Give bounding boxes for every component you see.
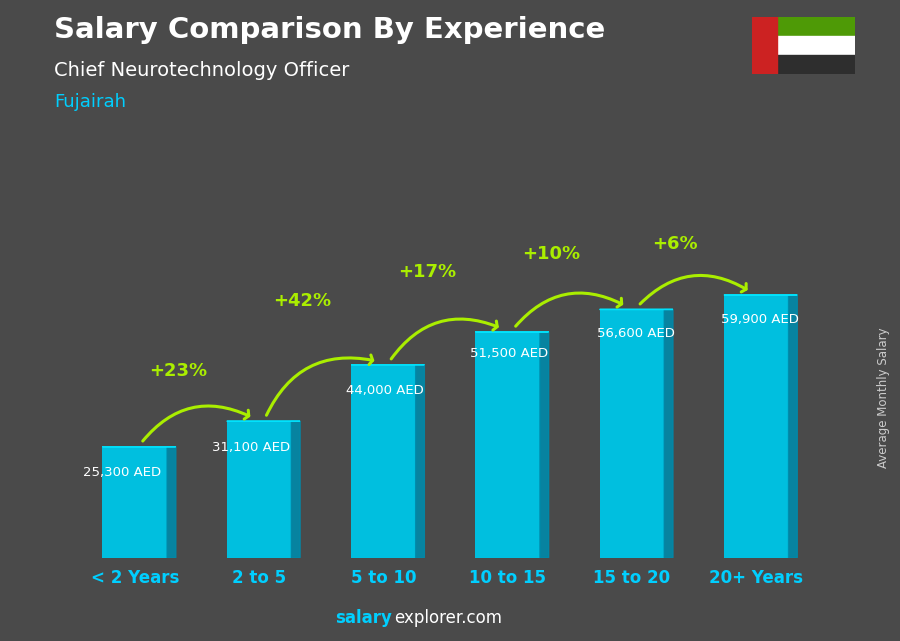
- FancyBboxPatch shape: [724, 295, 788, 558]
- Bar: [778, 55, 855, 74]
- Text: Salary Comparison By Experience: Salary Comparison By Experience: [54, 16, 605, 44]
- Bar: [752, 17, 778, 74]
- Bar: [778, 36, 855, 55]
- Text: salary: salary: [335, 609, 392, 627]
- Polygon shape: [664, 310, 673, 558]
- Text: 44,000 AED: 44,000 AED: [346, 385, 424, 397]
- Polygon shape: [540, 332, 549, 558]
- Text: 59,900 AED: 59,900 AED: [722, 313, 799, 326]
- FancyBboxPatch shape: [475, 332, 540, 558]
- Polygon shape: [292, 421, 300, 558]
- FancyBboxPatch shape: [103, 447, 167, 558]
- Text: 31,100 AED: 31,100 AED: [212, 441, 290, 454]
- Text: 56,600 AED: 56,600 AED: [597, 327, 675, 340]
- FancyBboxPatch shape: [599, 310, 664, 558]
- Text: +17%: +17%: [398, 263, 456, 281]
- FancyBboxPatch shape: [351, 365, 416, 558]
- Text: +42%: +42%: [274, 292, 331, 310]
- Text: +6%: +6%: [652, 235, 698, 253]
- Text: 25,300 AED: 25,300 AED: [83, 467, 161, 479]
- Text: +10%: +10%: [522, 246, 580, 263]
- Text: 51,500 AED: 51,500 AED: [471, 347, 548, 360]
- Text: explorer.com: explorer.com: [394, 609, 502, 627]
- Polygon shape: [788, 295, 797, 558]
- Polygon shape: [167, 447, 176, 558]
- Text: Chief Neurotechnology Officer: Chief Neurotechnology Officer: [54, 61, 349, 80]
- Bar: [778, 17, 855, 36]
- FancyBboxPatch shape: [227, 421, 292, 558]
- Text: Fujairah: Fujairah: [54, 93, 126, 111]
- Polygon shape: [416, 365, 425, 558]
- Text: Average Monthly Salary: Average Monthly Salary: [878, 327, 890, 468]
- Text: +23%: +23%: [149, 362, 207, 379]
